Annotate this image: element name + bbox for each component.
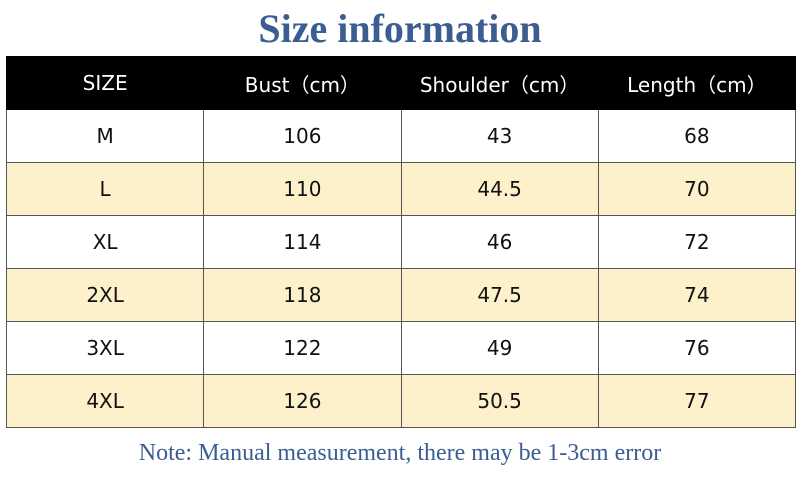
table-row: XL 114 46 72 xyxy=(5,215,797,269)
table-cell: 70 xyxy=(597,162,797,216)
table-cell: 2XL xyxy=(5,268,205,322)
table-row: L 110 44.5 70 xyxy=(5,162,797,216)
table-cell: 44.5 xyxy=(400,162,599,216)
column-header: SIZE xyxy=(5,56,205,110)
table-cell: 110 xyxy=(203,162,402,216)
size-table: SIZE Bust（cm） Shoulder（cm） Length（cm） M 106 4… xyxy=(5,56,797,428)
table-cell: 47.5 xyxy=(400,268,599,322)
column-header: Shoulder（cm） xyxy=(400,56,599,110)
table-cell: 77 xyxy=(597,374,797,428)
table-cell: 74 xyxy=(597,268,797,322)
table-cell: 76 xyxy=(597,321,797,375)
column-header: Bust（cm） xyxy=(203,56,402,110)
title: Size information xyxy=(258,6,542,51)
table-row: M 106 43 68 xyxy=(5,109,797,163)
table-cell: 126 xyxy=(203,374,402,428)
table-cell: 46 xyxy=(400,215,599,269)
table-row: 3XL 122 49 76 xyxy=(5,321,797,375)
table-cell: L xyxy=(5,162,205,216)
table-body: M 106 43 68 L 110 44.5 70 XL 114 46 72 2XL 118 47.5 74 3… xyxy=(5,109,797,428)
table-cell: 118 xyxy=(203,268,402,322)
table-cell: 68 xyxy=(597,109,797,163)
table-cell: 114 xyxy=(203,215,402,269)
table-cell: 106 xyxy=(203,109,402,163)
table-cell: 50.5 xyxy=(400,374,599,428)
table-cell: M xyxy=(5,109,205,163)
table-cell: 3XL xyxy=(5,321,205,375)
table-cell: 72 xyxy=(597,215,797,269)
header-row: SIZE Bust（cm） Shoulder（cm） Length（cm） xyxy=(5,56,797,110)
table-cell: 49 xyxy=(400,321,599,375)
table-cell: 122 xyxy=(203,321,402,375)
table-header: SIZE Bust（cm） Shoulder（cm） Length（cm） xyxy=(5,56,797,110)
note: Note: Manual measurement, there may be 1… xyxy=(138,440,662,466)
column-header: Length（cm） xyxy=(597,56,797,110)
table-row: 4XL 126 50.5 77 xyxy=(5,374,797,428)
table-cell: 43 xyxy=(400,109,599,163)
table-cell: XL xyxy=(5,215,205,269)
table-row: 2XL 118 47.5 74 xyxy=(5,268,797,322)
table-cell: 4XL xyxy=(5,374,205,428)
